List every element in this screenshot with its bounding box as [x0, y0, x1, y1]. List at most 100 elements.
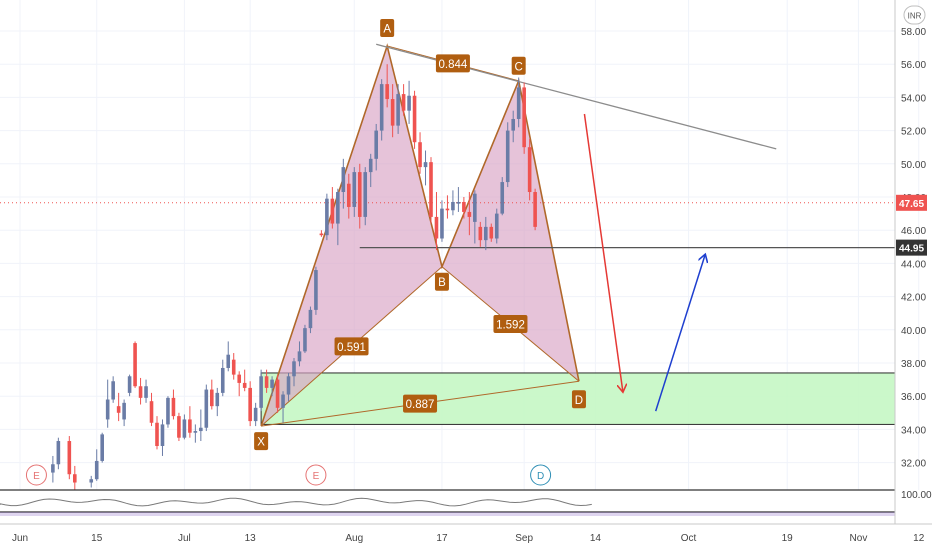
ratio-label-box	[493, 314, 528, 333]
candle	[116, 392, 121, 422]
candle	[429, 157, 433, 224]
candle-body	[347, 183, 351, 207]
candle-body	[440, 208, 444, 239]
candle-body	[105, 399, 110, 420]
candle-body	[127, 376, 132, 393]
candle-body	[412, 95, 417, 143]
candle-body	[484, 226, 488, 241]
candle	[286, 372, 291, 402]
support-level-tag-bg	[896, 239, 927, 256]
candle	[385, 64, 389, 108]
candle	[473, 190, 477, 244]
candle	[440, 200, 444, 242]
ratio-label: 0.591	[337, 342, 366, 354]
candle	[155, 416, 159, 450]
dividend-marker-text: D	[537, 471, 544, 482]
ratio-label: 1.592	[496, 319, 525, 331]
candlestick-series	[51, 64, 537, 491]
candle	[336, 188, 340, 246]
candle-body	[286, 376, 291, 395]
candle	[505, 122, 510, 188]
candle-body	[199, 427, 203, 432]
pattern-point-c: C	[515, 61, 523, 73]
candle-body	[210, 389, 214, 407]
pattern-labels-layer: X A B C D 0.591 0.844 1.592 0.887 E E D	[25, 18, 586, 486]
candle	[412, 90, 417, 149]
candle	[220, 359, 225, 397]
candle-body	[478, 226, 483, 241]
candle	[423, 150, 428, 186]
candle-body	[242, 382, 247, 388]
candle-body	[171, 397, 176, 417]
candle	[215, 387, 220, 417]
candle	[89, 475, 94, 488]
candle	[67, 436, 72, 480]
candle	[489, 223, 494, 242]
candle-body	[51, 464, 55, 473]
candle	[500, 177, 505, 216]
harmonic-pattern-layer	[260, 43, 580, 427]
candle-body	[193, 431, 198, 433]
candle-body	[220, 367, 225, 393]
candle	[73, 465, 77, 491]
y-tick-label: 58.00	[901, 27, 926, 38]
candle	[451, 190, 455, 216]
candle	[231, 353, 236, 380]
candle	[270, 376, 274, 397]
candle-body	[352, 172, 357, 207]
candle	[171, 389, 176, 420]
candle-body	[314, 270, 318, 310]
currency-badge	[903, 5, 926, 25]
candle-body	[385, 84, 389, 100]
candle-body	[160, 424, 165, 446]
candle-body	[429, 162, 433, 217]
candle-body	[467, 211, 472, 217]
candle-body	[155, 422, 159, 446]
candle	[111, 376, 115, 403]
candle-body	[182, 419, 187, 438]
indicator-band	[0, 512, 895, 516]
candle-body	[396, 94, 400, 126]
candle	[122, 399, 126, 427]
candle-body	[94, 460, 99, 480]
ratio-label: 0.887	[406, 399, 435, 411]
candle	[341, 158, 346, 209]
candle	[390, 84, 395, 138]
y-tick-label: 38.00	[901, 359, 926, 370]
candle	[303, 324, 307, 354]
y-tick-label: 36.00	[901, 392, 926, 403]
candle	[516, 77, 521, 128]
candle-body	[434, 216, 439, 239]
candle	[527, 138, 532, 201]
candle-body	[149, 401, 154, 423]
candle-body	[462, 201, 466, 212]
y-tick-label: 34.00	[901, 425, 926, 436]
candle	[374, 123, 378, 171]
candle	[242, 369, 247, 392]
y-tick-label: 46.00	[901, 226, 926, 237]
candle-body	[144, 386, 148, 398]
candle-body	[122, 402, 126, 420]
candle-body	[357, 172, 362, 217]
candle-body	[500, 182, 505, 214]
ratio-label-box	[403, 394, 438, 413]
candle	[182, 414, 187, 440]
candle-body	[379, 84, 384, 131]
dividend-marker	[530, 464, 552, 486]
x-tick-label: 12	[913, 533, 925, 544]
candle-body	[303, 328, 307, 352]
y-tick-label: 52.00	[901, 127, 926, 138]
candle	[347, 173, 351, 219]
candle	[308, 306, 313, 334]
candle-body	[253, 407, 258, 422]
candle	[456, 187, 461, 212]
candle-body	[407, 95, 411, 111]
candle	[275, 374, 280, 413]
candle-body	[275, 379, 280, 408]
x-tick-label: Sep	[515, 533, 533, 544]
pattern-point-x: X	[257, 437, 265, 449]
candle-body	[248, 387, 252, 422]
candle	[105, 379, 110, 428]
